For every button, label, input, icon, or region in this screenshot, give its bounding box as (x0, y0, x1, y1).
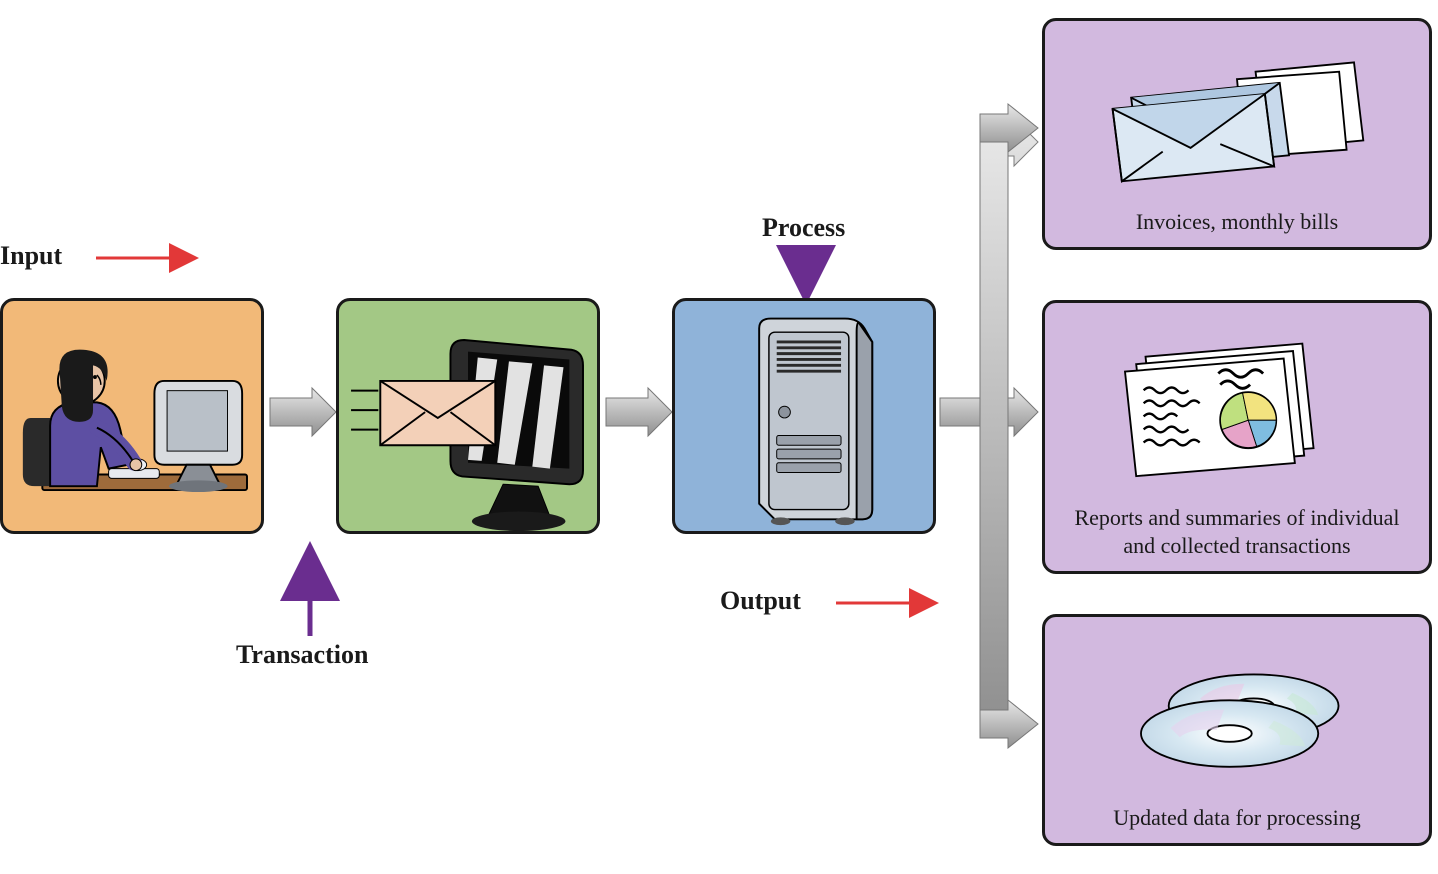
output-updated-label: Updated data for processing (1113, 804, 1360, 833)
input-box (0, 298, 264, 534)
flow-arrow-2 (606, 388, 672, 436)
discs-icon (1097, 656, 1377, 776)
transaction-processing-diagram: Input Process Transaction Output (0, 0, 1438, 874)
label-output: Output (720, 586, 801, 616)
transaction-box (336, 298, 600, 534)
server-icon (675, 301, 933, 531)
process-box (672, 298, 936, 534)
label-input: Input (0, 241, 62, 271)
output-invoices-label: Invoices, monthly bills (1136, 208, 1338, 237)
envelope-monitor-icon (339, 301, 597, 531)
label-transaction: Transaction (236, 640, 368, 670)
label-process: Process (762, 213, 845, 243)
user-computer-icon (3, 301, 261, 531)
output-updated-box: Updated data for processing (1042, 614, 1432, 846)
flow-arrow-1 (270, 388, 336, 436)
output-invoices-box: Invoices, monthly bills (1042, 18, 1432, 250)
output-reports-label: Reports and summaries of individual and … (1067, 504, 1407, 561)
envelopes-icon (1097, 55, 1377, 185)
reports-icon (1097, 338, 1377, 478)
output-reports-box: Reports and summaries of individual and … (1042, 300, 1432, 574)
